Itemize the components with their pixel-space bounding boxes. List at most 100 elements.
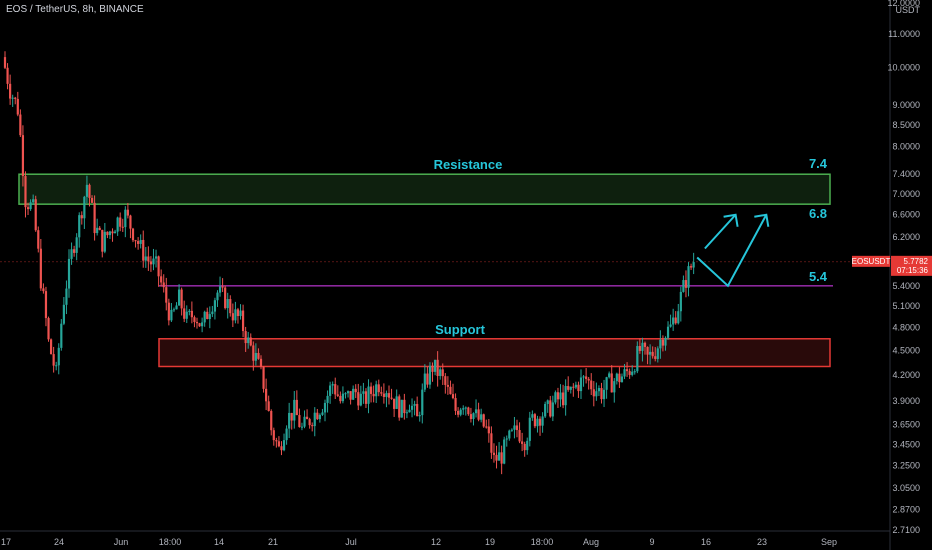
- candle-body: [513, 425, 516, 430]
- candle-body: [170, 309, 173, 321]
- candle-body: [505, 438, 508, 440]
- candle-body: [536, 418, 539, 427]
- candle-body: [585, 376, 588, 379]
- candle: [126, 202, 129, 219]
- candle-body: [229, 299, 232, 314]
- candle-body: [618, 373, 621, 383]
- candle-body: [410, 405, 414, 410]
- candle-body: [29, 202, 32, 210]
- candle-body: [203, 311, 206, 323]
- candle: [208, 306, 211, 329]
- candle: [162, 274, 165, 293]
- candle-body: [538, 418, 542, 426]
- candle: [439, 367, 442, 380]
- candle-body: [531, 414, 534, 418]
- candle: [259, 355, 263, 370]
- candle: [221, 278, 224, 292]
- candle: [518, 422, 521, 444]
- candle-body: [254, 352, 257, 361]
- x-tick-label: 24: [54, 537, 64, 547]
- candle-body: [474, 409, 478, 414]
- candle: [326, 390, 329, 413]
- candle: [477, 402, 480, 422]
- candle: [42, 283, 45, 294]
- candle: [21, 125, 25, 187]
- candle: [272, 427, 275, 446]
- candle-body: [80, 215, 83, 219]
- candle-body: [206, 311, 209, 320]
- candle: [331, 381, 334, 394]
- candle-body: [34, 199, 37, 231]
- candle: [113, 229, 117, 234]
- candle-body: [3, 57, 7, 68]
- candle: [288, 402, 291, 438]
- candle-body: [664, 337, 667, 346]
- candle-body: [454, 398, 457, 411]
- candle: [505, 435, 508, 447]
- candle-body: [541, 416, 544, 426]
- candle-body: [83, 196, 86, 219]
- candle: [349, 391, 352, 405]
- candle: [623, 363, 626, 380]
- candle: [395, 389, 398, 410]
- candle: [454, 393, 457, 415]
- price-tag-symbol-bg: [852, 255, 890, 267]
- candle: [480, 408, 483, 423]
- candle-body: [472, 413, 475, 419]
- price-tag-symbol: EOSUSDT: [852, 257, 891, 266]
- candle: [364, 388, 368, 408]
- candle: [295, 390, 298, 416]
- candle: [75, 233, 78, 261]
- y-tick-label: 11.0000: [888, 29, 920, 39]
- y-tick-label: 6.6000: [892, 210, 920, 220]
- candle-body: [439, 369, 442, 376]
- candle-body: [497, 452, 501, 461]
- candle: [613, 378, 616, 403]
- candle-body: [638, 346, 641, 351]
- candle: [352, 385, 355, 400]
- candle-body: [500, 452, 503, 464]
- candle-body: [605, 377, 608, 390]
- candle-body: [608, 373, 611, 378]
- y-tick-label: 7.4000: [892, 169, 920, 179]
- candle-body: [78, 215, 81, 238]
- x-tick-label: Sep: [821, 537, 837, 547]
- candle: [590, 373, 593, 395]
- candle: [551, 395, 554, 422]
- candle-body: [121, 226, 124, 228]
- candle-body: [341, 393, 345, 402]
- candle: [610, 365, 613, 393]
- candle-body: [567, 386, 570, 390]
- candle-body: [134, 240, 137, 242]
- candle-body: [241, 310, 245, 332]
- candle-body: [47, 318, 50, 340]
- candle-body: [14, 97, 17, 99]
- candle-body: [689, 266, 693, 268]
- candle: [564, 379, 567, 416]
- candle-body: [561, 392, 565, 406]
- candle: [485, 419, 488, 429]
- candle-body: [554, 392, 557, 403]
- candle: [229, 295, 232, 317]
- candle: [323, 399, 327, 422]
- candle: [193, 315, 196, 328]
- annotations-layer: 7.4 6.8 5.4: [696, 156, 828, 288]
- candle: [142, 230, 145, 268]
- candle-body: [413, 403, 416, 406]
- candle: [308, 417, 311, 429]
- candle-body: [177, 289, 181, 306]
- candle-body: [441, 369, 444, 377]
- candle: [85, 175, 89, 204]
- candle: [226, 292, 229, 319]
- candle: [541, 412, 544, 433]
- candle: [354, 384, 357, 399]
- y-tick-label: 5.1000: [892, 301, 920, 311]
- candle-body: [421, 389, 424, 416]
- x-tick-label: Jun: [114, 537, 129, 547]
- candle: [474, 399, 478, 418]
- candle-body: [308, 419, 311, 426]
- candle: [101, 229, 104, 258]
- candle-body: [9, 83, 12, 99]
- candle: [290, 412, 293, 430]
